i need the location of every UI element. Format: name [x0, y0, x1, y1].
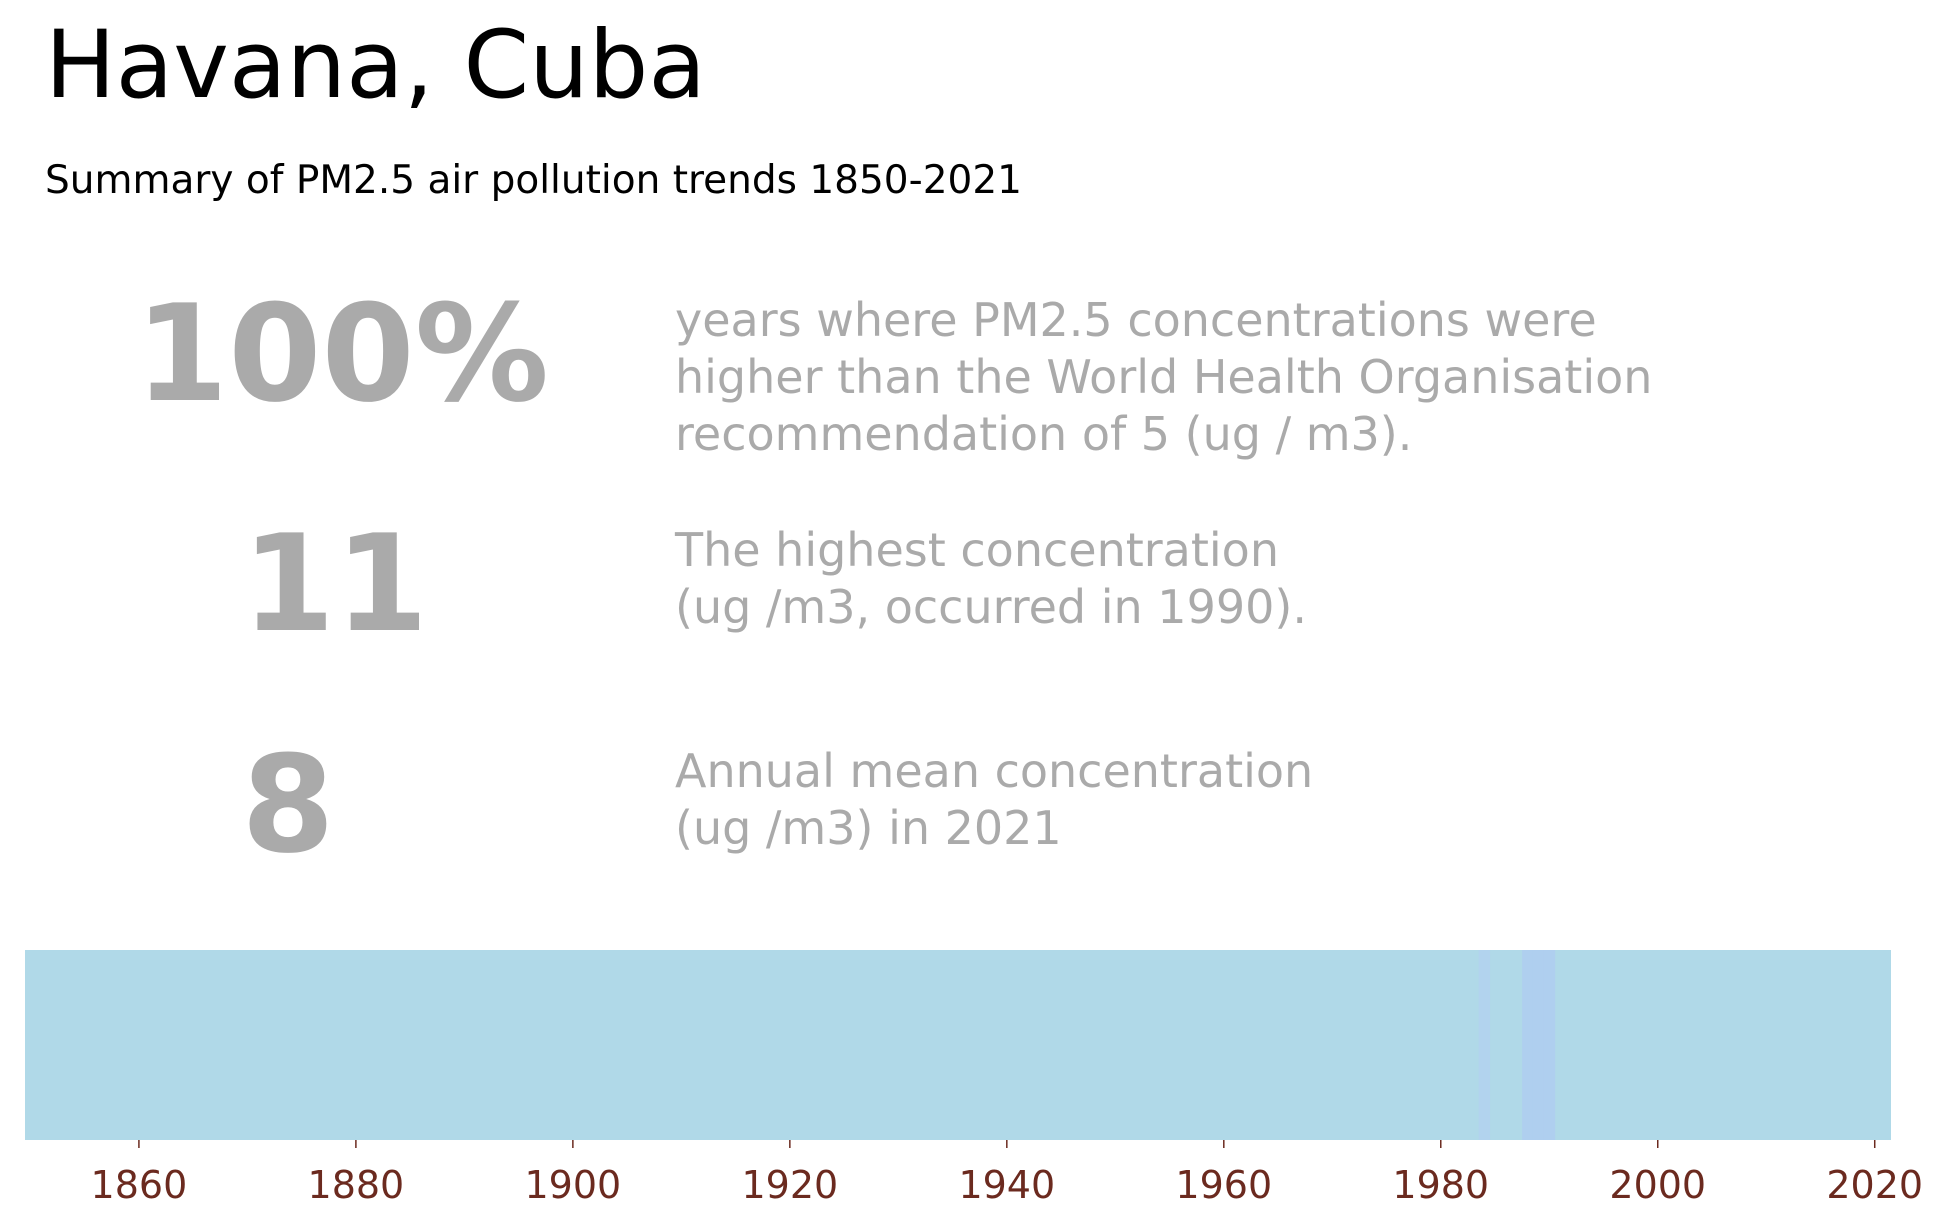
warming-stripes-chart: 1860 1880 1900 1920 1940 1960 1980 2000 2020 — [25, 950, 1923, 1207]
x-tick-label: 2000 — [1609, 1163, 1706, 1207]
stripe-base — [25, 950, 1891, 1140]
stat-description-line: The highest concentration — [675, 523, 1279, 577]
x-tick-label: 2020 — [1826, 1163, 1923, 1207]
stat-description-line: Annual mean concentration — [675, 744, 1314, 798]
stat-description-line: higher than the World Health Organisatio… — [675, 350, 1653, 404]
stat-description-line: (ug /m3, occurred in 1990). — [675, 580, 1307, 634]
stripes-group — [25, 950, 1891, 1140]
stat-description-annual-mean: Annual mean concentration (ug /m3) in 20… — [675, 743, 1313, 857]
x-axis-ticks: 1860 1880 1900 1920 1940 1960 1980 2000 2020 — [91, 1140, 1923, 1207]
x-tick-label: 1920 — [741, 1163, 838, 1207]
stripe-1984 — [1478, 950, 1491, 1140]
stat-value-annual-mean: 8 — [241, 727, 335, 883]
chart-title: Havana, Cuba — [45, 11, 706, 120]
stat-value-highest-concentration: 11 — [241, 506, 429, 662]
x-tick-label: 1940 — [958, 1163, 1055, 1207]
stat-description-line: recommendation of 5 (ug / m3). — [675, 407, 1413, 461]
x-tick-label: 1900 — [525, 1163, 622, 1207]
stripe-1989 — [1532, 950, 1545, 1140]
x-tick-label: 1880 — [308, 1163, 405, 1207]
x-tick-label: 1980 — [1392, 1163, 1489, 1207]
stat-description-line: (ug /m3) in 2021 — [675, 801, 1062, 855]
stripe-1988 — [1522, 950, 1534, 1140]
x-tick-label: 1960 — [1175, 1163, 1272, 1207]
stat-description-years-above-who: years where PM2.5 concentrations were hi… — [675, 292, 1652, 463]
stat-description-line: years where PM2.5 concentrations were — [675, 293, 1597, 347]
stripe-1990 — [1543, 950, 1556, 1140]
chart-subtitle: Summary of PM2.5 air pollution trends 18… — [45, 158, 1022, 203]
stat-value-years-above-who: 100% — [135, 276, 549, 432]
stat-description-highest-concentration: The highest concentration (ug /m3, occur… — [675, 522, 1307, 636]
x-tick-label: 1860 — [91, 1163, 188, 1207]
